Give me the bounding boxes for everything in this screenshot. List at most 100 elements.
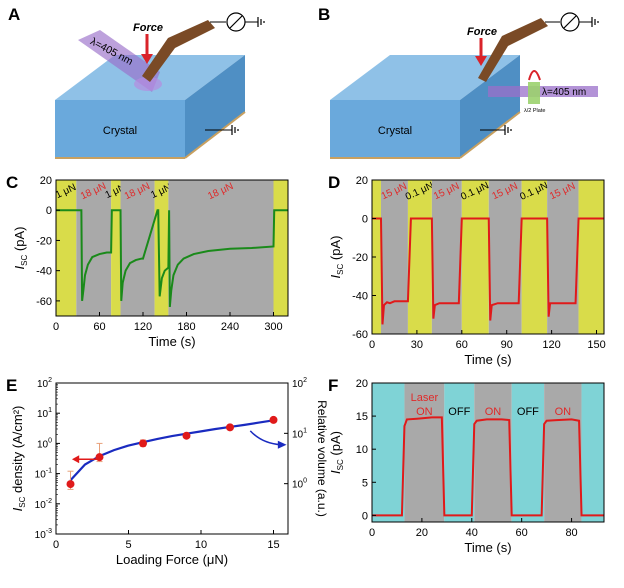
- ground-icon: [257, 17, 265, 27]
- laser-beam-b: [488, 86, 598, 97]
- x-tick-label: 180: [177, 321, 195, 333]
- y-tick-label: 102: [37, 377, 52, 390]
- y-tick-label: 0: [362, 510, 368, 522]
- x-tick-label: 60: [516, 527, 528, 539]
- y-tick-label: -20: [36, 235, 52, 247]
- shaded-region: [511, 383, 545, 522]
- x-axis-label: Time (s): [464, 540, 511, 555]
- x-tick-label: 0: [53, 321, 59, 333]
- panel-letter: C: [6, 173, 18, 192]
- y-tick-label: 15: [356, 411, 368, 423]
- data-line: [56, 209, 288, 308]
- x-tick-label: 5: [125, 539, 131, 551]
- crystal-label: Crystal: [103, 125, 137, 137]
- y-axis-label: ISC (pA): [328, 431, 345, 474]
- shaded-region: [544, 383, 582, 522]
- shaded-region: [111, 180, 121, 316]
- data-point: [95, 453, 104, 462]
- x-tick-label: 0: [369, 527, 375, 539]
- y-tick-label: 10-3: [35, 528, 52, 541]
- shaded-region: [521, 180, 548, 334]
- x-tick-label: 10: [195, 539, 207, 551]
- probe-tip-icon: [142, 20, 215, 82]
- y-tick-label: -60: [36, 296, 52, 308]
- crystal-front-face: [55, 100, 185, 158]
- x-tick-label: 60: [93, 321, 105, 333]
- x-tick-label: 15: [267, 539, 279, 551]
- panel-a-letter: A: [8, 5, 20, 24]
- panel-a-illustration: A Crystal λ=405 nm Force: [8, 5, 265, 159]
- rotation-arrow-icon: [528, 70, 541, 81]
- x-tick-label: 300: [264, 321, 282, 333]
- panel-letter: D: [328, 173, 340, 192]
- y2-tick-label: 101: [292, 427, 307, 440]
- shaded-region: [407, 180, 432, 334]
- data-line: [372, 217, 604, 325]
- force-arrow-icon: [141, 34, 153, 64]
- shaded-region: [581, 383, 604, 522]
- ground-icon: [504, 125, 512, 135]
- shaded-region: [154, 180, 169, 316]
- left-axis-arrow-head-icon: [71, 455, 80, 464]
- ground-icon: [591, 17, 599, 27]
- crystal-front-face: [330, 100, 460, 158]
- data-point: [66, 480, 75, 489]
- shaded-region: [488, 180, 522, 334]
- y-tick-label: 10-1: [35, 468, 52, 481]
- shaded-region: [120, 180, 155, 316]
- ground-icon: [231, 125, 239, 135]
- y-tick-label: 0: [362, 214, 368, 226]
- y-tick-label: 10-2: [35, 498, 52, 511]
- y-tick-label: -60: [352, 329, 368, 341]
- y-tick-label: 20: [40, 175, 52, 187]
- crystal-side-face: [460, 55, 520, 158]
- y-tick-label: 5: [362, 477, 368, 489]
- x-tick-label: 80: [565, 527, 577, 539]
- y-axis-label: ISC density (A/cm²): [10, 406, 27, 512]
- shaded-region: [404, 383, 445, 522]
- region-label: OFF: [517, 406, 539, 418]
- y-tick-label: -40: [352, 291, 368, 303]
- x-tick-label: 240: [221, 321, 239, 333]
- region-label: Laser: [411, 392, 439, 404]
- data-point: [226, 423, 234, 432]
- plate-label: λ/2 Plate: [524, 108, 545, 114]
- region-label: ON: [485, 406, 502, 418]
- x-tick-label: 120: [134, 321, 152, 333]
- x-tick-label: 0: [53, 539, 59, 551]
- ammeter-icon: [226, 12, 246, 32]
- y-tick-label: 101: [37, 407, 52, 420]
- shaded-region: [56, 180, 77, 316]
- chart-f: Laser ON OFF ON OFF ON 0 20 40 60 80 0 5 10 15 20 Time (…: [328, 376, 605, 555]
- shaded-region: [380, 180, 408, 334]
- crystal-side-face: [185, 55, 245, 158]
- y-tick-label: 100: [37, 437, 52, 450]
- x-tick-label: 30: [411, 339, 423, 351]
- y-axis-label: ISC (pA): [12, 227, 29, 270]
- region-label: OFF: [448, 406, 470, 418]
- plot-frame: [55, 179, 289, 317]
- crystal-bottom-electrode-side: [184, 111, 246, 159]
- laser-beam-a: [78, 30, 162, 92]
- shaded-region: [431, 180, 462, 334]
- shaded-region: [372, 383, 405, 522]
- y2-tick-label: 100: [292, 478, 307, 491]
- data-point: [269, 415, 278, 424]
- x-tick-label: 40: [466, 527, 478, 539]
- plot-frame: [371, 382, 605, 523]
- half-wave-plate-icon: [528, 82, 540, 104]
- region-label: ON: [555, 406, 572, 418]
- x-tick-label: 60: [456, 339, 468, 351]
- probe-tip-icon: [478, 18, 548, 82]
- panel-b-illustration: B Crystal λ=405 nm λ/2 Plate Force: [318, 5, 599, 159]
- right-axis-arrow-icon: [249, 430, 281, 446]
- right-axis-arrow-head-icon: [277, 440, 287, 449]
- fit-line: [69, 419, 274, 482]
- shaded-region: [461, 180, 489, 334]
- y-tick-label: 20: [356, 378, 368, 390]
- panel-letter: E: [6, 376, 17, 395]
- shaded-region: [474, 383, 512, 522]
- shaded-region: [547, 180, 579, 334]
